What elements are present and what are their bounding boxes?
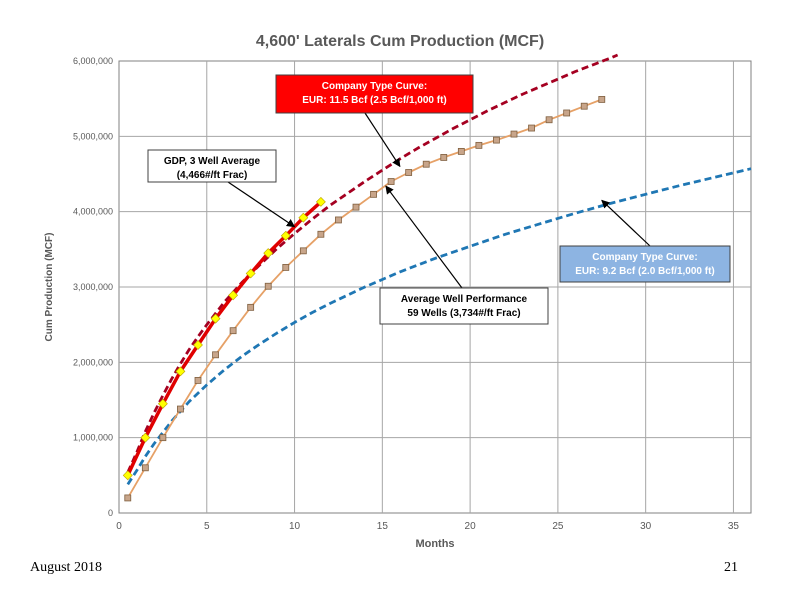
y-axis-ticks: 0 1,000,000 2,000,000 3,000,000 4,000,000 5,0… (73, 56, 113, 518)
annotation-company-red: Company Type Curve: EUR: 11.5 Bcf (2.5 Bc… (275, 74, 474, 168)
data-point-square (194, 377, 202, 384)
data-point-square (580, 102, 588, 110)
data-point-square (229, 327, 237, 335)
data-point-square (475, 141, 483, 149)
data-point-square (124, 494, 132, 502)
x-tick-label: 35 (728, 521, 740, 532)
data-point-square (563, 109, 571, 117)
annotation-text: GDP, 3 Well Average (164, 156, 261, 167)
data-point-diamond (210, 313, 221, 324)
annotation-text: 59 Wells (3,734#/ft Frac) (407, 308, 520, 319)
page-number: 21 (724, 560, 738, 575)
data-point-square (370, 190, 377, 198)
series-line-1 (126, 167, 752, 486)
x-tick-label: 5 (204, 521, 210, 532)
x-axis-label: Months (415, 538, 454, 550)
data-point-square (299, 247, 307, 255)
data-point-diamond (280, 230, 291, 241)
annotation-box (379, 287, 549, 325)
series-line-3 (126, 200, 323, 477)
data-point-square (545, 116, 553, 124)
y-tick-label: 6,000,000 (73, 56, 113, 66)
annotation-box (559, 245, 731, 283)
annotation-text: EUR: 9.2 Bcf (2.0 Bcf/1,000 ft) (575, 266, 715, 277)
annotation-avg-well: Average Well Performance 59 Wells (3,734#… (379, 185, 549, 325)
data-point-square (317, 230, 325, 238)
data-point-square (264, 282, 272, 290)
y-tick-label: 3,000,000 (73, 282, 113, 292)
series-line-0 (126, 53, 619, 473)
data-point-square (598, 96, 606, 103)
annotations: Company Type Curve: EUR: 11.5 Bcf (2.5 Bc… (147, 74, 731, 325)
data-point-square (510, 130, 518, 138)
annotation-company-blue: Company Type Curve: EUR: 9.2 Bcf (2.0 Bcf… (559, 199, 731, 283)
x-tick-label: 25 (552, 521, 564, 532)
y-tick-label: 1,000,000 (73, 433, 113, 443)
data-point-square (335, 216, 342, 224)
data-point-square (159, 434, 167, 442)
footer-date: August 2018 (30, 560, 102, 575)
data-point-diamond (122, 470, 133, 481)
data-point-square (387, 178, 395, 185)
data-point-diamond (175, 366, 186, 377)
y-tick-label: 0 (108, 508, 113, 518)
data-point-square (528, 124, 535, 132)
data-point-square (422, 160, 430, 168)
x-tick-label: 20 (465, 521, 477, 532)
annotation-arrow (601, 199, 651, 247)
data-point-square (457, 147, 465, 155)
data-point-diamond (228, 290, 239, 301)
annotation-box (275, 74, 474, 114)
annotation-text: EUR: 11.5 Bcf (2.5 Bcf/1,000 ft) (302, 95, 447, 106)
data-point-square (141, 464, 149, 472)
series-line-2 (127, 98, 603, 499)
x-tick-label: 0 (116, 521, 122, 532)
data-point-diamond (263, 248, 274, 259)
chart-title: 4,600' Laterals Cum Production (MCF) (256, 33, 544, 50)
grid (119, 61, 751, 513)
data-point-square (493, 136, 500, 144)
data-point-diamond (315, 196, 326, 207)
data-point-square (440, 154, 448, 161)
data-point-square (282, 264, 290, 271)
data-point-square (405, 169, 413, 176)
x-tick-label: 30 (640, 521, 652, 532)
annotation-text: Company Type Curve: (322, 81, 427, 92)
y-axis-label: Cum Production (MCF) (44, 233, 55, 342)
data-point-diamond (245, 268, 256, 279)
annotation-arrow (364, 112, 401, 168)
x-axis-ticks: 0 5 10 15 20 25 30 35 (116, 521, 739, 532)
y-tick-label: 4,000,000 (73, 207, 113, 217)
data-point-diamond (140, 432, 151, 443)
annotation-text: Company Type Curve: (592, 252, 697, 263)
annotation-text: (4,466#/ft Frac) (177, 170, 248, 181)
y-tick-label: 5,000,000 (73, 131, 113, 141)
x-tick-label: 10 (289, 521, 301, 532)
data-point-diamond (298, 212, 309, 223)
x-tick-label: 15 (377, 521, 389, 532)
series (122, 53, 752, 502)
data-point-square (352, 203, 360, 211)
data-point-square (247, 303, 255, 311)
annotation-text: Average Well Performance (401, 294, 528, 305)
annotation-arrow (227, 181, 296, 228)
y-tick-label: 2,000,000 (73, 357, 113, 367)
annotation-box (147, 149, 277, 183)
data-point-diamond (157, 398, 168, 409)
data-point-diamond (193, 340, 203, 350)
annotation-gdp: GDP, 3 Well Average (4,466#/ft Frac) (147, 149, 296, 228)
data-point-square (177, 405, 184, 413)
data-point-square (212, 351, 219, 359)
annotation-arrow (385, 185, 463, 289)
